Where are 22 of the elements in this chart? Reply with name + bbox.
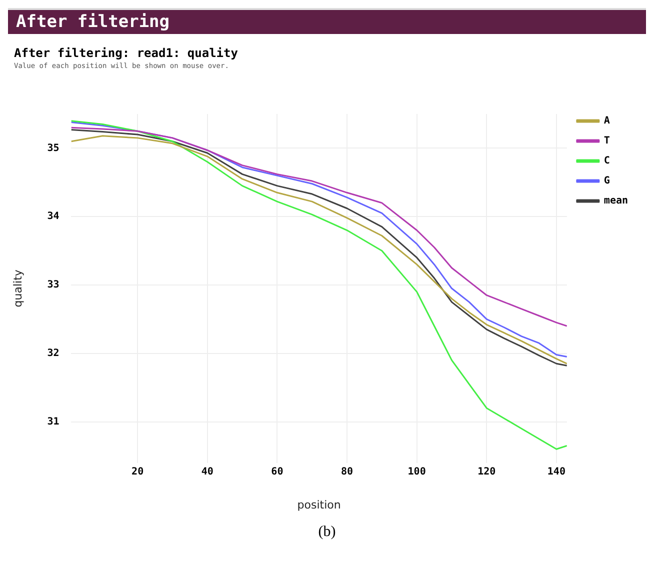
y-tick-label: 34	[47, 211, 60, 222]
x-axis-title: position	[297, 498, 341, 512]
y-axis-title: quality	[11, 269, 24, 308]
x-tick-label: 80	[340, 466, 354, 478]
x-tick-label: 140	[547, 466, 566, 478]
legend-label: T	[604, 136, 610, 147]
legend-label: A	[604, 116, 610, 127]
x-tick-label: 60	[271, 466, 284, 478]
legend-label: G	[604, 176, 610, 187]
x-tick-label: 20	[132, 466, 144, 478]
text: (b)	[317, 524, 337, 541]
y-tick-label: 35	[47, 142, 60, 154]
y-tick-label: 32	[47, 348, 60, 359]
y-tick-label: 31	[47, 416, 60, 428]
chart-subtitle: After filtering: read1: quality	[14, 46, 239, 60]
x-tick-label: 120	[478, 466, 496, 478]
chart-title: After filtering	[8, 8, 646, 34]
legend-label: mean	[604, 196, 628, 207]
y-tick-label: 33	[47, 280, 60, 291]
legend-label: C	[604, 156, 610, 167]
x-tick-label: 40	[201, 466, 214, 478]
x-tick-label: 100	[408, 466, 426, 478]
